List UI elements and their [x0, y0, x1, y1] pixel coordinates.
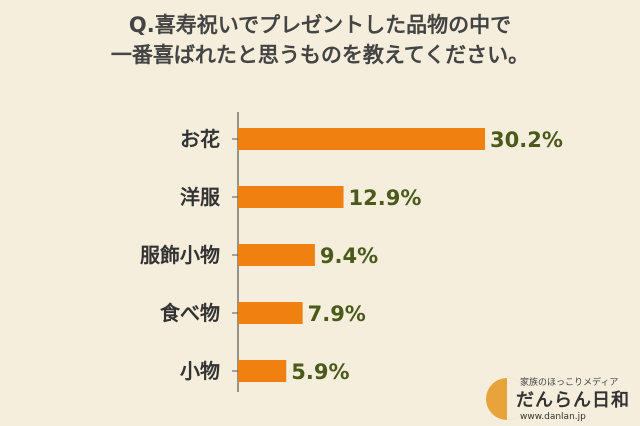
bar-3	[238, 302, 303, 324]
bar-4	[238, 360, 287, 382]
category-label: 洋服	[180, 185, 221, 209]
bar-0	[238, 128, 486, 150]
value-label: 30.2%	[490, 128, 563, 152]
value-label: 9.4%	[320, 244, 378, 268]
category-label: 小物	[180, 359, 220, 383]
value-label: 12.9%	[349, 186, 422, 210]
logo-tagline: 家族のほっこりメディア	[520, 378, 619, 388]
chart-title-line-2: 一番喜ばれたと思うものを教えてください。	[110, 43, 530, 67]
brand-logo: 家族のほっこりメディア だんらん日和 www.danlan.jp	[484, 368, 634, 424]
chart-title: Q.喜寿祝いでプレゼントした品物の中で 一番喜ばれたと思うものを教えてください。	[0, 10, 640, 70]
logo-url: www.danlan.jp	[520, 412, 586, 422]
bar-2	[238, 244, 315, 266]
value-label: 7.9%	[308, 302, 366, 326]
category-label: 服飾小物	[140, 243, 220, 267]
bar-1	[238, 186, 344, 208]
category-label: 食べ物	[160, 301, 220, 325]
category-label: お花	[180, 127, 220, 151]
logo-name: だんらん日和	[516, 390, 630, 411]
logo-mark-icon	[486, 378, 528, 420]
value-label: 5.9%	[291, 360, 349, 384]
chart-title-line-1: Q.喜寿祝いでプレゼントした品物の中で	[128, 13, 512, 37]
